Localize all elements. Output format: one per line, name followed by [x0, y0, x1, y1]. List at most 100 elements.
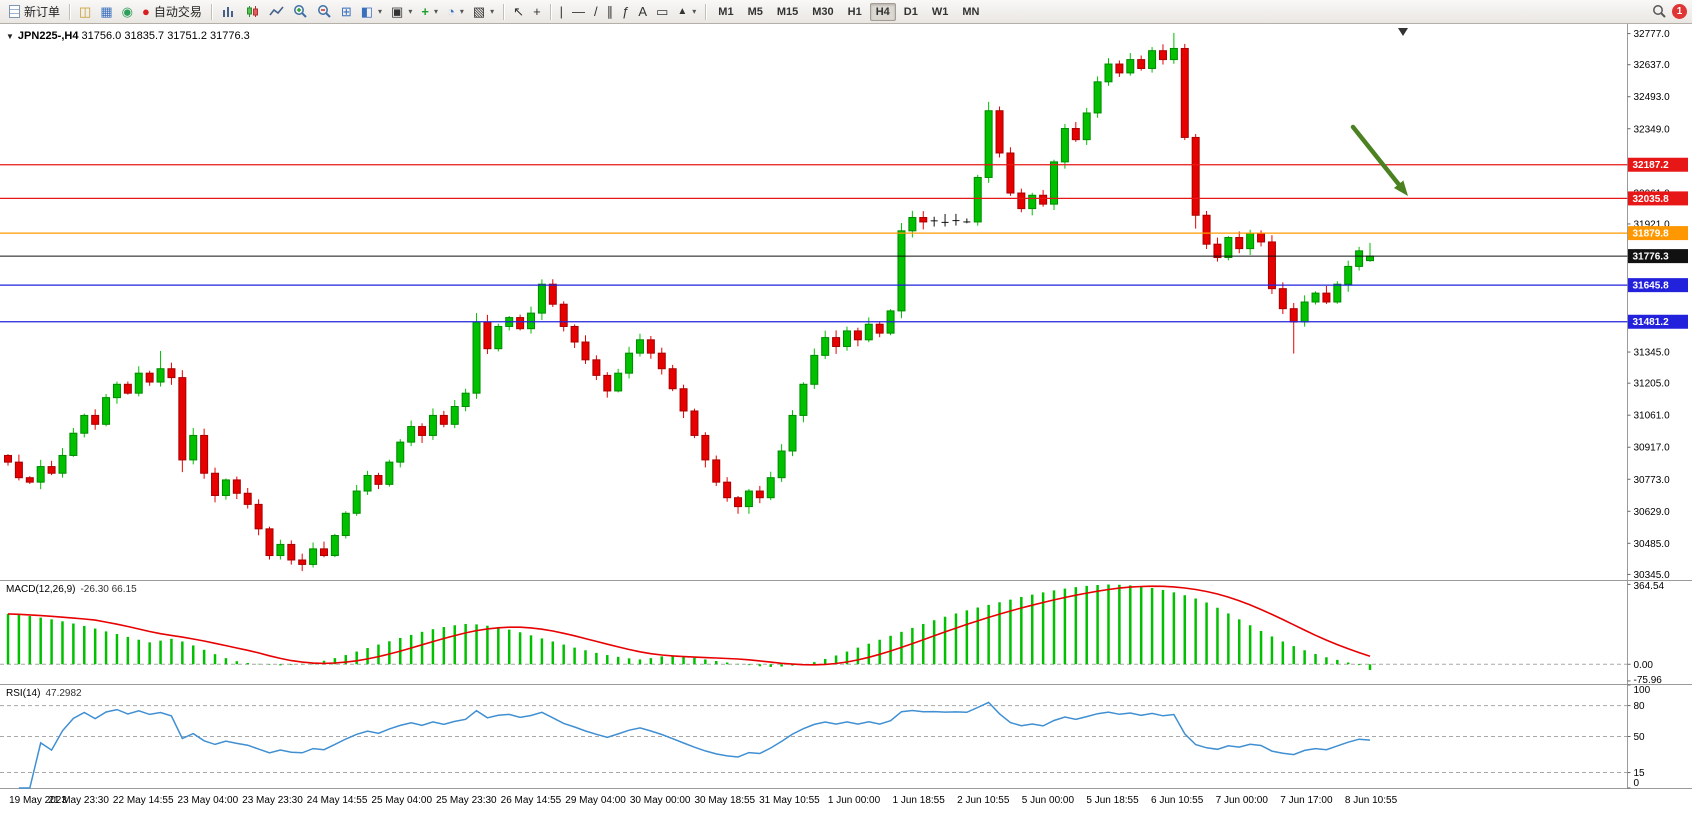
toolbar-separator — [69, 3, 71, 20]
timeframe-button-w1[interactable]: W1 — [926, 3, 955, 21]
cursor-button[interactable]: ↖ — [509, 2, 528, 22]
channel-icon: ∥ — [606, 3, 614, 19]
autotrading-label: 自动交易 — [153, 5, 202, 19]
macd-indicator-label: MACD(12,26,9) -26.30 66.15 — [6, 584, 137, 595]
svg-text:32493.0: 32493.0 — [1634, 92, 1671, 103]
text-tool-icon: A — [638, 3, 648, 19]
timeframe-button-d1[interactable]: D1 — [898, 3, 924, 21]
vertical-line-icon: | — [559, 3, 564, 19]
channel-tool-button[interactable]: ∥ — [603, 2, 618, 22]
zoom-out-icon — [317, 5, 331, 18]
macd-name: MACD(12,26,9) — [6, 584, 76, 595]
vertical-line-tool-button[interactable]: | — [556, 2, 567, 22]
indicators-button[interactable]: + ▾ — [417, 2, 442, 22]
svg-text:7 Jun 17:00: 7 Jun 17:00 — [1280, 795, 1333, 806]
new-order-button[interactable]: 新订单 — [5, 2, 64, 22]
label-tool-button[interactable]: ▭ — [652, 2, 672, 22]
market-watch-button[interactable]: ◫ — [75, 2, 95, 22]
svg-text:31645.8: 31645.8 — [1633, 281, 1670, 292]
svg-text:32777.0: 32777.0 — [1634, 29, 1671, 40]
grid-icon: ⊞ — [340, 3, 352, 19]
svg-text:31061.0: 31061.0 — [1634, 411, 1671, 422]
zoom-out-button[interactable] — [313, 2, 336, 22]
svg-text:0.00: 0.00 — [1634, 660, 1654, 671]
toolbar-separator — [210, 3, 212, 20]
svg-text:19 May 2023: 19 May 2023 — [9, 795, 67, 806]
ohlc-low: 31751.2 — [167, 30, 207, 42]
toolbar: 新订单 ◫ ▦ ◉ ● 自动交易 ⊞ ◧ ▾ ▣ ▾ + ▾ ◔ ▾ ▧ ▾ ↖ + | … — [0, 0, 1692, 24]
candlestick-chart-icon — [246, 6, 258, 17]
trendline-icon: / — [594, 3, 598, 19]
zoom-in-button[interactable] — [289, 2, 312, 22]
svg-text:30917.0: 30917.0 — [1634, 443, 1671, 454]
timeframe-button-m30[interactable]: M30 — [806, 3, 839, 21]
svg-text:21 May 23:30: 21 May 23:30 — [48, 795, 109, 806]
templates-button[interactable]: ▧ ▾ — [469, 2, 498, 22]
timeframe-button-m1[interactable]: M1 — [712, 3, 739, 21]
zoom-in-icon — [293, 5, 307, 18]
svg-text:29 May 04:00: 29 May 04:00 — [565, 795, 626, 806]
shapes-icon: ▲ — [677, 5, 688, 17]
new-chart-button[interactable]: ◧ ▾ — [357, 2, 386, 22]
macd-pane: 364.54 0.00 -75.96 — [0, 581, 1665, 686]
grid-button[interactable]: ⊞ — [337, 2, 356, 22]
pane-separators[interactable] — [0, 24, 1692, 789]
rsi-indicator-label: RSI(14) 47.2982 — [6, 688, 82, 699]
svg-text:23 May 23:30: 23 May 23:30 — [242, 795, 303, 806]
autotrading-button[interactable]: ● 自动交易 — [138, 2, 206, 22]
svg-text:2 Jun 10:55: 2 Jun 10:55 — [957, 795, 1010, 806]
svg-text:31205.0: 31205.0 — [1634, 379, 1671, 390]
line-chart-button[interactable] — [265, 2, 288, 22]
svg-text:7 Jun 00:00: 7 Jun 00:00 — [1216, 795, 1269, 806]
svg-text:32637.0: 32637.0 — [1634, 60, 1671, 71]
timeframe-button-m15[interactable]: M15 — [771, 3, 804, 21]
timeframe-button-h1[interactable]: H1 — [842, 3, 868, 21]
timeframe-button-mn[interactable]: MN — [956, 3, 985, 21]
trendline-tool-button[interactable]: / — [590, 2, 602, 22]
bar-chart-button[interactable] — [217, 2, 240, 22]
svg-text:31776.3: 31776.3 — [1633, 252, 1670, 263]
candlesticks — [4, 32, 1374, 572]
svg-text:31345.0: 31345.0 — [1634, 348, 1671, 359]
horizontal-line-tool-button[interactable]: — — [568, 2, 589, 22]
candlestick-chart-button[interactable] — [241, 2, 264, 22]
navigator-button[interactable]: ◉ — [118, 2, 137, 22]
text-tool-button[interactable]: A — [634, 2, 651, 22]
new-order-label: 新订单 — [24, 5, 61, 19]
toolbar-separator — [705, 3, 707, 20]
chart-shift-marker[interactable] — [1398, 28, 1408, 36]
svg-text:32349.0: 32349.0 — [1634, 124, 1671, 135]
data-window-button[interactable]: ▦ — [96, 2, 116, 22]
data-window-icon: ▦ — [100, 3, 113, 19]
ohlc-open: 31756.0 — [81, 30, 122, 42]
svg-text:80: 80 — [1634, 701, 1646, 712]
line-chart-icon — [269, 6, 284, 16]
svg-text:30345.0: 30345.0 — [1634, 570, 1671, 581]
profiles-button[interactable]: ▣ ▾ — [387, 2, 416, 22]
search-button[interactable] — [1648, 2, 1671, 22]
one-click-trading-toggle[interactable]: ▼ — [6, 32, 14, 41]
macd-values: -26.30 66.15 — [80, 584, 137, 595]
svg-text:32035.8: 32035.8 — [1633, 194, 1670, 205]
crosshair-button[interactable]: + — [529, 2, 545, 22]
timeframe-button-h4[interactable]: H4 — [869, 2, 896, 21]
fibonacci-tool-button[interactable]: ƒ — [618, 2, 633, 22]
timeframe-button-m5[interactable]: M5 — [742, 3, 769, 21]
arrow-annotation[interactable] — [1350, 124, 1408, 196]
caret-icon: ▾ — [490, 7, 495, 16]
svg-text:1 Jun 18:55: 1 Jun 18:55 — [893, 795, 946, 806]
notification-badge[interactable]: 1 — [1672, 4, 1687, 19]
svg-text:31921.0: 31921.0 — [1634, 219, 1671, 230]
timeframe-group: M1 M5 M15 M30 H1 H4 D1 W1 MN — [711, 2, 986, 21]
svg-text:32187.2: 32187.2 — [1633, 160, 1670, 171]
svg-text:25 May 04:00: 25 May 04:00 — [371, 795, 432, 806]
svg-text:23 May 04:00: 23 May 04:00 — [178, 795, 239, 806]
periods-button[interactable]: ◔ ▾ — [443, 2, 468, 22]
shapes-tool-button[interactable]: ▲ ▾ — [673, 2, 700, 22]
svg-text:5 Jun 00:00: 5 Jun 00:00 — [1022, 795, 1075, 806]
svg-text:26 May 14:55: 26 May 14:55 — [501, 795, 562, 806]
toolbar-separator — [549, 3, 551, 20]
horizontal-lines[interactable] — [0, 164, 1628, 323]
